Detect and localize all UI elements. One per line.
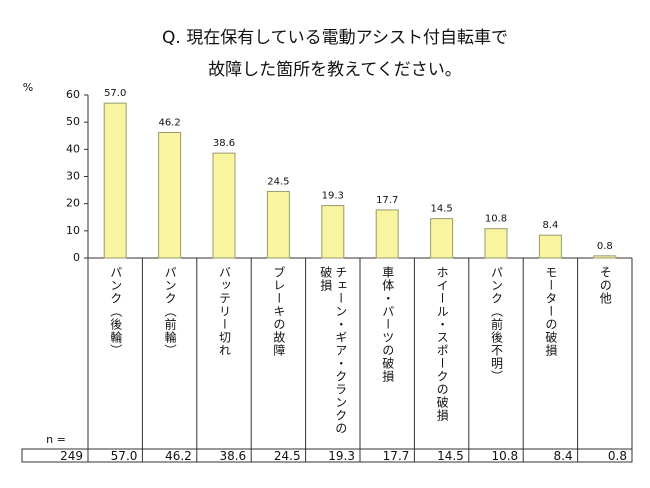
y-tick-label: 30	[66, 170, 80, 183]
bar	[430, 218, 454, 259]
table-value: 8.4	[554, 449, 573, 463]
table-value: 0.8	[608, 449, 627, 463]
data-label: 14.5	[430, 204, 452, 215]
y-tick-label: 50	[66, 115, 80, 128]
x-tick-label: その他	[598, 266, 613, 305]
table-value: 19.3	[328, 449, 355, 463]
table-value: 38.6	[219, 449, 246, 463]
x-tick-label: 車体・パーツの破損	[380, 266, 395, 383]
y-tick-label: 20	[66, 197, 80, 210]
x-tick-label: モーターの破損	[543, 266, 558, 357]
chart-title: Q. 現在保有している電動アシスト付自転車で	[162, 28, 508, 48]
x-tick-label: パンク（前輪）	[163, 266, 178, 357]
table-value: 46.2	[165, 449, 192, 463]
bar	[375, 209, 399, 259]
data-label: 10.8	[485, 214, 507, 225]
table-value: 10.8	[491, 449, 518, 463]
bar	[266, 190, 290, 259]
bar	[593, 255, 617, 259]
chart-title: 故障した箇所を教えてください。	[208, 60, 462, 80]
bar	[212, 152, 236, 259]
data-label: 57.0	[104, 88, 126, 99]
x-tick-label: パンク（後輪）	[108, 266, 123, 357]
data-label: 17.7	[376, 195, 398, 206]
y-tick-label: 10	[66, 224, 80, 237]
data-label: 24.5	[267, 176, 289, 187]
y-axis-label: %	[23, 81, 33, 94]
data-label: 8.4	[542, 220, 558, 231]
y-tick-label: 40	[66, 142, 80, 155]
table-value: 14.5	[437, 449, 464, 463]
table-n: 249	[60, 449, 83, 463]
x-tick-label: ホイール・スポークの破損	[435, 266, 450, 422]
data-label: 46.2	[158, 117, 180, 128]
table-value: 57.0	[111, 449, 138, 463]
data-label: 38.6	[213, 138, 235, 149]
table-value: 17.7	[383, 449, 410, 463]
x-tick-label: チェーン・ギア・クランクの破損	[318, 266, 348, 435]
bar	[103, 102, 127, 259]
bar	[158, 131, 182, 259]
y-tick-label: 60	[66, 88, 80, 101]
bar	[538, 234, 562, 259]
bar	[321, 205, 345, 259]
bar	[484, 228, 508, 259]
data-label: 19.3	[322, 191, 344, 202]
data-label: 0.8	[597, 241, 613, 252]
y-tick-label: 0	[73, 251, 80, 264]
table-value: 24.5	[274, 449, 301, 463]
table-n-label: n =	[46, 433, 66, 446]
x-tick-label: ブレーキの故障	[271, 266, 286, 357]
x-tick-label: バッテリー切れ	[217, 266, 232, 357]
x-tick-label: パンク（前後不明）	[489, 266, 504, 383]
